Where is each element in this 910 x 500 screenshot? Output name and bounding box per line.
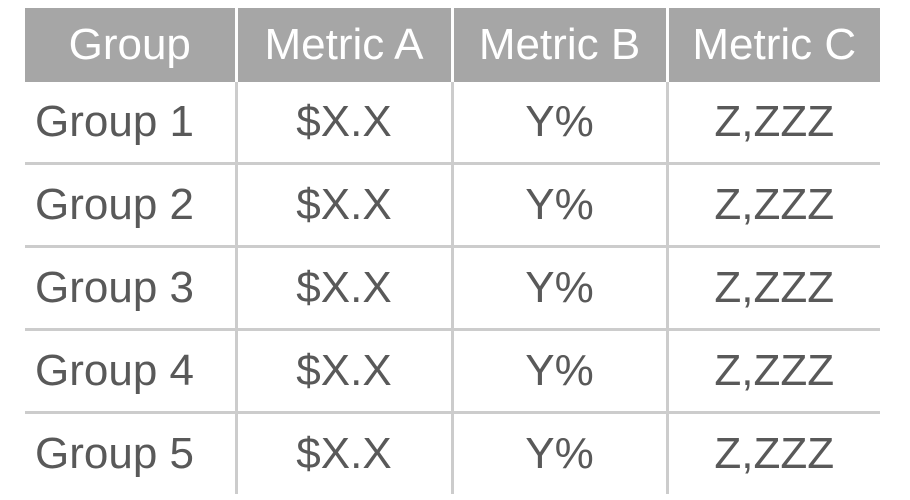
header-metric-b: Metric B [450, 8, 667, 82]
cell-metric-c: Z,ZZZ [665, 245, 880, 330]
cell-group: Group 1 [35, 97, 194, 146]
cell-metric-c: Z,ZZZ [665, 328, 880, 413]
table-row: Group 5 $X.X Y% Z,ZZZ [25, 411, 880, 494]
cell-metric-b: Y% [450, 245, 667, 330]
header-group: Group [25, 8, 236, 82]
cell-metric-b: Y% [450, 162, 667, 247]
cell-metric-c: Z,ZZZ [665, 162, 880, 247]
table-row: Group 2 $X.X Y% Z,ZZZ [25, 162, 880, 247]
cell-metric-c: Z,ZZZ [665, 82, 880, 164]
cell-group: Group 5 [25, 411, 236, 494]
cell-metric-a: $X.X [234, 82, 452, 164]
cell-metric-b: Y% [450, 411, 667, 494]
header-metric-a: Metric A [234, 8, 452, 82]
cell-metric-a: $X.X [234, 328, 452, 413]
header-row: Group Metric A Metric B Metric C [25, 8, 880, 82]
metrics-table: Group Metric A Metric B Metric C Group 1… [25, 8, 880, 494]
cell-metric-a: $X.X [234, 162, 452, 247]
cell-metric-b: Y% [450, 328, 667, 413]
table-row: Group 1 $X.X Y% Z,ZZZ [25, 82, 880, 164]
table-body: Group 1 $X.X Y% Z,ZZZ Group 2 $X.X Y% Z,… [25, 82, 880, 494]
header-metric-c: Metric C [665, 8, 880, 82]
cell-metric-c: Z,ZZZ [665, 411, 880, 494]
cell-group: Group 4 [25, 328, 236, 413]
cell-metric-a: $X.X [234, 245, 452, 330]
table-row: Group 4 $X.X Y% Z,ZZZ [25, 328, 880, 413]
cell-metric-b: Y% [450, 82, 667, 164]
table-row: Group 3 $X.X Y% Z,ZZZ [25, 245, 880, 330]
cell-metric-a: $X.X [234, 411, 452, 494]
cell-group: Group 3 [25, 245, 236, 330]
table-header: Group Metric A Metric B Metric C [25, 8, 880, 82]
cell-group: Group 2 [25, 162, 236, 247]
